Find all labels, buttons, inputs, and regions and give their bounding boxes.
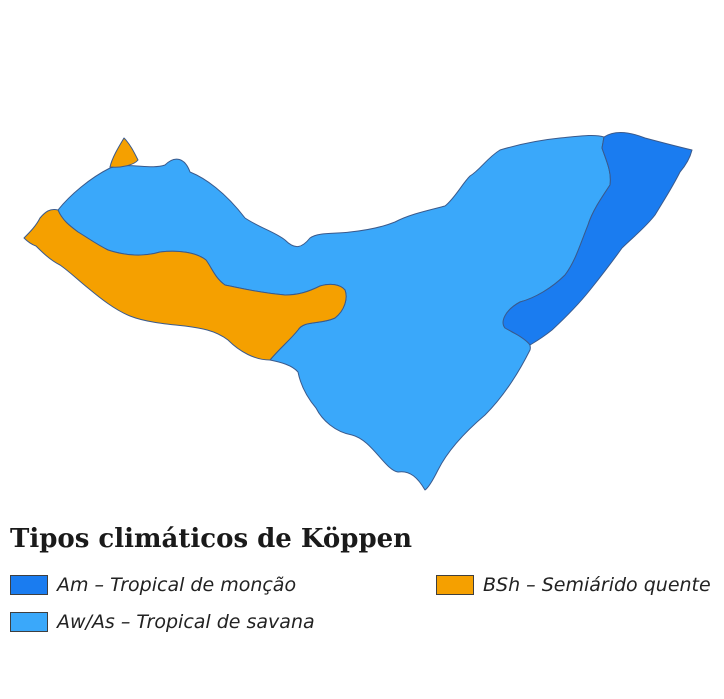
region-semiarid-north — [109, 137, 139, 168]
legend-label-bsh: BSh – Semiárido quente — [483, 574, 711, 596]
legend-item-aw-as: Aw/As – Tropical de savana — [10, 611, 315, 633]
legend-label-am: Am – Tropical de monção — [57, 574, 297, 596]
legend-item-am: Am – Tropical de monção — [10, 574, 296, 596]
climate-map — [23, 132, 693, 491]
legend-title: Tipos climáticos de Köppen — [10, 524, 413, 554]
swatch-am — [10, 575, 48, 595]
legend: Tipos climáticos de Köppen Am – Tropical… — [0, 520, 724, 690]
region-semiarid-main — [23, 209, 347, 361]
swatch-bsh — [436, 575, 474, 595]
region-monsoon — [502, 132, 693, 346]
legend-item-bsh: BSh – Semiárido quente — [436, 574, 711, 596]
legend-label-aw-as: Aw/As – Tropical de savana — [57, 611, 315, 633]
swatch-aw-as — [10, 612, 48, 632]
